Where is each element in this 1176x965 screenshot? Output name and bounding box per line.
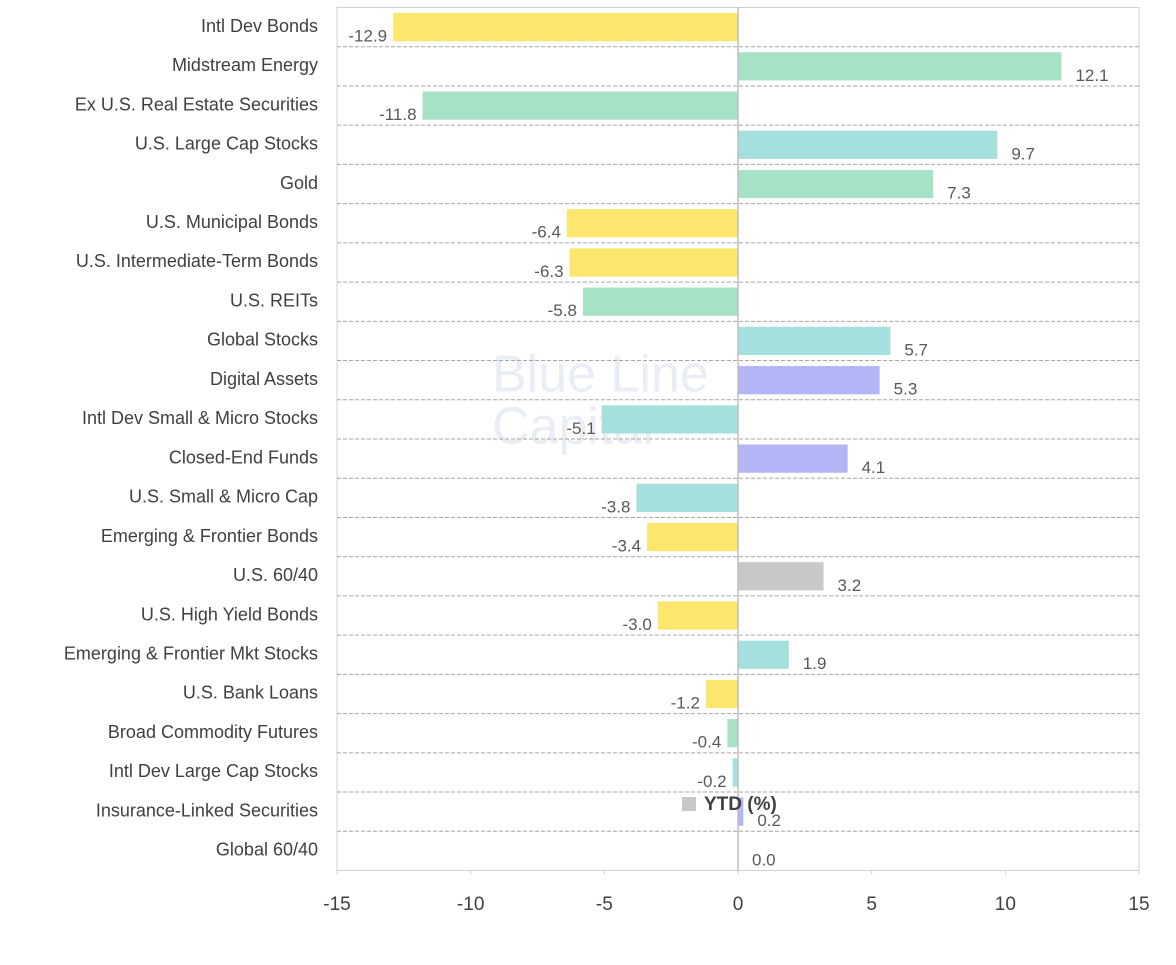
bar <box>738 444 848 473</box>
bar <box>566 209 738 238</box>
category-label: U.S. 60/40 <box>233 565 318 585</box>
category-label: Insurance-Linked Securities <box>96 800 318 820</box>
category-label: Gold <box>280 173 318 193</box>
bar <box>732 758 738 787</box>
data-label: 3.2 <box>838 576 862 595</box>
data-label: -5.1 <box>566 419 595 438</box>
category-label: Global 60/40 <box>216 840 318 860</box>
x-tick-label: 10 <box>995 894 1016 915</box>
data-label: 0.0 <box>752 850 776 869</box>
bar <box>738 130 998 159</box>
bar <box>738 52 1062 81</box>
data-label: -6.3 <box>534 262 563 281</box>
x-tick-label: 0 <box>733 894 744 915</box>
data-label: 5.7 <box>904 340 928 359</box>
x-tick-label: 5 <box>866 894 877 915</box>
bar <box>727 719 738 748</box>
bar <box>738 366 880 395</box>
x-tick-label: -10 <box>457 894 484 915</box>
category-label: U.S. Small & Micro Cap <box>129 487 318 507</box>
category-label: Closed-End Funds <box>169 447 318 467</box>
data-label: -0.4 <box>692 733 721 752</box>
category-label: U.S. Intermediate-Term Bonds <box>76 251 318 271</box>
data-label: -3.8 <box>601 497 630 516</box>
x-tick-label: -5 <box>596 894 613 915</box>
data-label: 7.3 <box>947 184 971 203</box>
category-label: Intl Dev Small & Micro Stocks <box>82 408 318 428</box>
x-tick-label: -15 <box>323 894 350 915</box>
bar <box>601 405 738 434</box>
data-label: -3.4 <box>612 537 641 556</box>
category-label: U.S. Bank Loans <box>183 683 318 703</box>
data-label: 4.1 <box>862 458 886 477</box>
category-label: Emerging & Frontier Bonds <box>101 526 318 546</box>
bar <box>647 522 738 552</box>
bar <box>422 91 738 120</box>
data-label: 0.2 <box>757 811 781 830</box>
category-label: Global Stocks <box>207 330 318 350</box>
category-label: Broad Commodity Futures <box>108 722 318 742</box>
data-label: -11.8 <box>379 105 417 124</box>
data-label: -6.4 <box>532 223 561 242</box>
bar <box>705 679 738 709</box>
bar <box>738 640 789 669</box>
bar <box>393 12 738 42</box>
data-label: -12.9 <box>348 27 387 46</box>
data-label: -5.8 <box>548 301 577 320</box>
watermark: Blue Line <box>492 346 709 404</box>
category-label: Ex U.S. Real Estate Securities <box>75 94 318 114</box>
category-label: Intl Dev Bonds <box>201 16 318 36</box>
bar <box>738 562 824 591</box>
bar <box>569 248 738 277</box>
category-label: U.S. Large Cap Stocks <box>135 134 318 154</box>
data-label: 1.9 <box>803 654 827 673</box>
bar <box>657 601 738 630</box>
data-label: 5.3 <box>894 380 918 399</box>
data-label: 12.1 <box>1075 66 1108 85</box>
category-label: Digital Assets <box>210 369 318 389</box>
bar <box>738 797 744 826</box>
legend-label: YTD (%) <box>704 794 777 815</box>
category-label: U.S. REITs <box>230 290 318 310</box>
category-label: U.S. Municipal Bonds <box>146 212 318 232</box>
category-label: Emerging & Frontier Mkt Stocks <box>64 644 318 664</box>
category-label: Midstream Energy <box>172 55 318 75</box>
bar <box>738 326 891 356</box>
bar <box>738 169 934 199</box>
category-label: Intl Dev Large Cap Stocks <box>109 761 318 781</box>
x-tick-label: 15 <box>1128 894 1149 915</box>
data-label: 9.7 <box>1011 144 1035 163</box>
bar <box>582 287 738 316</box>
legend-swatch <box>682 797 696 811</box>
bar <box>636 483 738 512</box>
data-label: -1.2 <box>671 693 700 712</box>
data-label: -3.0 <box>623 615 652 634</box>
data-label: -0.2 <box>697 772 726 791</box>
category-label: U.S. High Yield Bonds <box>141 604 318 624</box>
